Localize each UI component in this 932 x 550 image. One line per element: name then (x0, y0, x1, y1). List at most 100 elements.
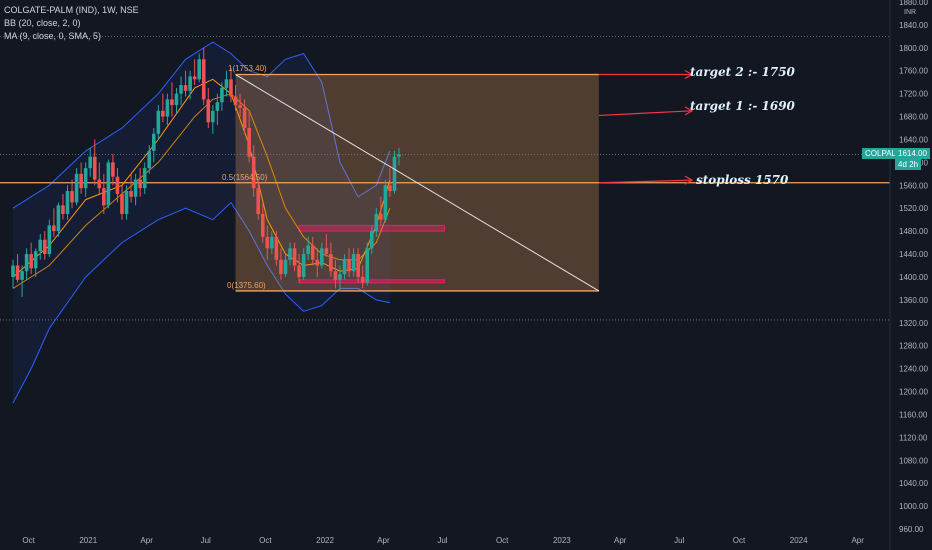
bb-upper-line (12, 41, 391, 209)
candle-body (260, 213, 265, 237)
target-arrows[interactable] (598, 69, 694, 185)
price-tick-label: 1080.00 (899, 456, 928, 465)
time-tick-label: 2024 (790, 536, 808, 545)
candle-body (310, 245, 315, 260)
time-tick-label: 2021 (79, 536, 97, 545)
candle-body (61, 205, 65, 214)
fib-label-0-5: 0.5(1564.50) (222, 173, 268, 182)
price-tick-label: 960.00 (899, 525, 924, 534)
candle-body (33, 251, 38, 269)
time-tick-label: Jul (674, 536, 684, 545)
time-tick-label: Apr (851, 536, 864, 545)
candle-body (70, 191, 74, 203)
time-tick-label: Apr (377, 536, 390, 545)
candle-body (397, 154, 401, 157)
target-2-label[interactable]: target 2 :- 1750 (690, 65, 795, 79)
price-tick-label: 1720.00 (899, 90, 928, 99)
candle-body (224, 79, 229, 88)
candle-body (133, 179, 138, 197)
price-tick-label: 1320.00 (899, 319, 928, 328)
candle-body (24, 254, 29, 272)
candle-body (142, 168, 147, 189)
candle-body (88, 156, 93, 169)
candle-body (274, 236, 279, 260)
candle-body (388, 185, 392, 192)
price-tick-label: 1440.00 (899, 250, 928, 259)
candle-body (365, 248, 370, 283)
target-1-label[interactable]: target 1 :- 1690 (690, 99, 795, 113)
candle-body (179, 85, 183, 94)
candle-body (301, 254, 306, 277)
candle-body (247, 128, 251, 157)
candle-body (229, 79, 233, 97)
candle-body (211, 110, 215, 123)
candle-body (42, 239, 47, 255)
bollinger-bands (12, 41, 391, 404)
candle-body (56, 205, 61, 232)
candle-body (347, 259, 351, 272)
candlesticks (11, 47, 401, 298)
time-axis[interactable]: Oct 2021 Apr Jul Oct 2022 Apr Jul Oct 2023 Apr Jul O… (22, 536, 864, 545)
price-tick-label: 1560.00 (899, 181, 928, 190)
stoploss-arrow-shaft (598, 179, 693, 184)
candle-body (392, 156, 397, 192)
candle-body (83, 168, 88, 189)
candle-body (356, 254, 360, 277)
candle-body (161, 110, 165, 117)
candle-body (379, 213, 383, 220)
candle-body (329, 254, 333, 272)
candle-body (374, 213, 379, 232)
target-1-arrow-head (684, 106, 694, 116)
horizontal-lines[interactable] (0, 35, 890, 321)
target-1-arrow-shaft (598, 110, 693, 117)
candle-body (306, 245, 310, 255)
candle-body (183, 85, 188, 91)
candle-body (120, 193, 124, 214)
time-tick-label: 2022 (316, 536, 334, 545)
price-tick-label: 1360.00 (899, 296, 928, 305)
candle-body (129, 191, 133, 197)
candle-body (65, 191, 70, 214)
candle-body (188, 76, 192, 91)
candle-body (38, 239, 43, 252)
candle-body (74, 173, 79, 203)
trendline[interactable] (235, 74, 600, 292)
candle-body (297, 265, 301, 277)
time-tick-label: Oct (22, 536, 35, 545)
descending-trendline (235, 74, 600, 292)
candle-body (165, 99, 170, 117)
price-axis[interactable]: 1880.00 1840.00 1800.00 1760.00 1720.00 1680.… (899, 0, 928, 534)
candle-body (288, 248, 292, 260)
fib-label-1: 1(1753.40) (228, 64, 267, 73)
candle-body (233, 96, 238, 106)
time-tick-label: Jul (437, 536, 447, 545)
price-tick-label: 1040.00 (899, 479, 928, 488)
price-tick-label: 1480.00 (899, 227, 928, 236)
candle-body (138, 179, 142, 189)
bb-legend[interactable]: BB (20, close, 2, 0) (4, 18, 81, 28)
candle-body (79, 173, 83, 189)
stoploss-arrow-head (684, 175, 694, 185)
stoploss-label[interactable]: stoploss 1570 (696, 173, 789, 187)
candle-body (283, 259, 288, 275)
symbol-legend[interactable]: COLGATE-PALM (IND), 1W, NSE (4, 5, 139, 15)
bb-fill (13, 42, 390, 403)
price-tick-label: 1800.00 (899, 44, 928, 53)
price-tick-label: 1640.00 (899, 135, 928, 144)
ma-legend[interactable]: MA (9, close, 0, SMA, 5) (4, 31, 102, 41)
price-tick-label: 1000.00 (899, 502, 928, 511)
time-tick-label: Jul (201, 536, 211, 545)
candle-body (15, 265, 20, 280)
candle-body (215, 102, 220, 111)
candle-body (324, 248, 329, 255)
candle-body (147, 150, 152, 169)
price-tick-label: 1760.00 (899, 67, 928, 76)
time-tick-label: Apr (140, 536, 153, 545)
candle-body (174, 93, 179, 106)
candle-body (292, 248, 297, 266)
bb-lower-line (12, 201, 391, 404)
time-tick-label: Apr (614, 536, 627, 545)
candle-body (29, 254, 33, 269)
